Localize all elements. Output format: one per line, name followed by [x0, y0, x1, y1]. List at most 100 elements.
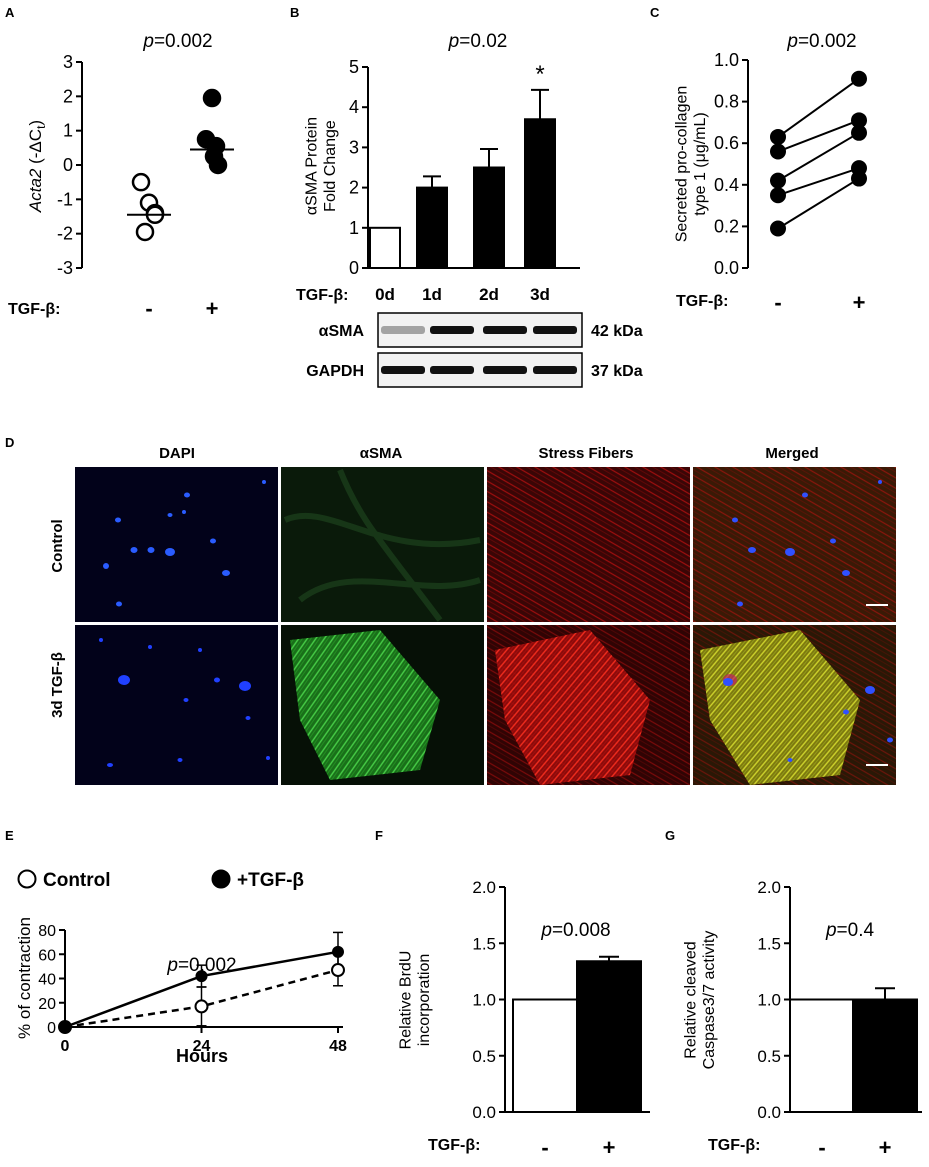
chart-c-point	[770, 187, 786, 204]
chart-g-y-tick-label: 1.0	[757, 991, 781, 1010]
micrograph-col-merged: Merged	[765, 445, 818, 462]
chart-f-y-tick-label: 1.5	[472, 934, 496, 953]
chart-c-y-tick-label: 1.0	[714, 50, 739, 70]
chart-g-condition-label: TGF-β:	[708, 1137, 760, 1154]
panel-letter-a: A	[5, 5, 15, 20]
chart-c-category-label: -	[774, 290, 781, 315]
blot-band	[381, 366, 425, 374]
chart-c-category-label: +	[853, 290, 866, 315]
chart-e-point	[195, 970, 208, 983]
blot-band	[430, 366, 474, 374]
micrograph-control-merged	[693, 467, 896, 622]
panel-letter-f: F	[375, 828, 383, 843]
blot-band	[483, 366, 527, 374]
chart-b-asma-bar: p=0.02 5 4 3 2 1 0 αSMA Protein Fold Change 0d 1d 2…	[296, 31, 580, 304]
chart-c-y-tick-label: 0.8	[714, 92, 739, 112]
panel-letter-d: D	[5, 435, 14, 450]
blot-band	[430, 326, 474, 334]
chart-g-category-label: +	[879, 1135, 892, 1160]
chart-g-y-label: Relative cleaved	[682, 941, 699, 1058]
chart-f-condition-label: TGF-β:	[428, 1137, 480, 1154]
chart-f-category-label: -	[541, 1135, 548, 1160]
chart-b-condition-label: TGF-β:	[296, 287, 348, 304]
micrograph-grid: DAPI αSMA Stress Fibers Merged Control 3…	[49, 445, 896, 785]
chart-c-y-label: Secreted pro-collagen	[673, 86, 690, 243]
chart-a-category-label: +	[206, 296, 219, 321]
chart-f-bar	[576, 960, 642, 1113]
chart-g-title: p=0.4	[825, 920, 875, 941]
chart-e-legend-marker	[17, 869, 37, 889]
chart-a-point	[135, 222, 155, 242]
chart-b-y-tick-label: 3	[349, 137, 359, 157]
chart-c-condition-label: TGF-β:	[676, 293, 728, 310]
chart-e-y-tick-label: 0	[47, 1020, 56, 1037]
chart-b-y-tick-label: 0	[349, 258, 359, 278]
chart-e-point	[194, 999, 209, 1014]
chart-b-y-label: αSMA Protein	[303, 117, 320, 215]
chart-c-pair-line	[777, 177, 860, 230]
blot-row-label: αSMA	[319, 323, 365, 340]
micrograph-col-asma: αSMA	[360, 445, 403, 462]
micrograph-control-dapi	[75, 467, 278, 622]
chart-b-y-tick-label: 4	[349, 97, 359, 117]
chart-f-y-tick-label: 0.0	[472, 1103, 496, 1122]
chart-b-title: p=0.02	[448, 31, 508, 52]
panel-letter-g: G	[665, 828, 675, 843]
chart-c-point	[770, 143, 786, 160]
chart-e-y-label: % of contraction	[15, 917, 34, 1039]
blot-row-label: GAPDH	[306, 363, 364, 380]
chart-b-y-tick-label: 5	[349, 57, 359, 77]
chart-g-bar	[789, 998, 855, 1113]
chart-b-y-tick-label: 2	[349, 178, 359, 198]
chart-f-y-tick-label: 2.0	[472, 878, 496, 897]
chart-a-y-tick-label: -1	[57, 189, 73, 209]
chart-c-point	[770, 128, 786, 145]
chart-c-y-tick-label: 0.2	[714, 216, 739, 236]
micrograph-tgf-merged	[693, 625, 896, 785]
micrograph-col-stress-fibers: Stress Fibers	[538, 445, 633, 462]
chart-a-point	[202, 88, 222, 108]
chart-c-point	[851, 124, 867, 141]
chart-c-title: p=0.002	[786, 31, 856, 52]
chart-f-y-label: incorporation	[416, 954, 433, 1047]
chart-g-category-label: -	[818, 1135, 825, 1160]
chart-b-category-label: 1d	[422, 285, 442, 304]
chart-e-legend-label: Control	[43, 870, 111, 891]
chart-f-title: p=0.008	[540, 920, 610, 941]
chart-c-y-tick-label: 0.4	[714, 175, 739, 195]
chart-c-point	[851, 70, 867, 87]
chart-c-point	[851, 112, 867, 129]
panel-letter-b: B	[290, 5, 299, 20]
chart-e-y-tick-label: 60	[38, 947, 56, 964]
blot-size-label: 37 kDa	[591, 363, 643, 380]
chart-a-y-label: Acta2 (-ΔCt)	[26, 120, 48, 213]
chart-c-y-label: type 1 (μg/mL)	[692, 112, 709, 215]
chart-g-y-tick-label: 0.0	[757, 1103, 781, 1122]
chart-b-category-label: 2d	[479, 285, 499, 304]
chart-b-category-label: 3d	[530, 285, 550, 304]
chart-a-y-tick-label: -3	[57, 258, 73, 278]
chart-c-y-tick-label: 0.0	[714, 258, 739, 278]
chart-g-y-tick-label: 0.5	[757, 1047, 781, 1066]
chart-a-condition-label: TGF-β:	[8, 301, 60, 318]
blot-size-label: 42 kDa	[591, 323, 643, 340]
chart-e-x-tick-label: 24	[193, 1038, 211, 1055]
micrograph-control-stress-fibers	[487, 467, 690, 622]
western-blot: αSMA 42 kDa GAPDH 37 kDa	[306, 312, 643, 388]
chart-g-y-tick-label: 2.0	[757, 878, 781, 897]
chart-b-bar	[369, 226, 401, 270]
micrograph-tgf-asma	[281, 625, 484, 785]
chart-c-pair-line	[777, 167, 860, 197]
chart-e-point	[331, 963, 345, 978]
chart-e-y-tick-label: 80	[38, 923, 56, 940]
chart-a-y-tick-label: 3	[63, 52, 73, 72]
chart-a-acta2-scatter: p=0.002 3 2 1 0 -1 -2 -3 Acta2 (-ΔCt) - + TGF-β:	[8, 31, 234, 321]
blot-band	[533, 366, 577, 374]
chart-a-title: p=0.002	[142, 31, 212, 52]
chart-f-category-label: +	[603, 1135, 616, 1160]
chart-b-bar	[524, 118, 556, 270]
blot-band	[533, 326, 577, 334]
chart-g-bar	[852, 998, 918, 1113]
micrograph-control-asma	[281, 467, 484, 622]
